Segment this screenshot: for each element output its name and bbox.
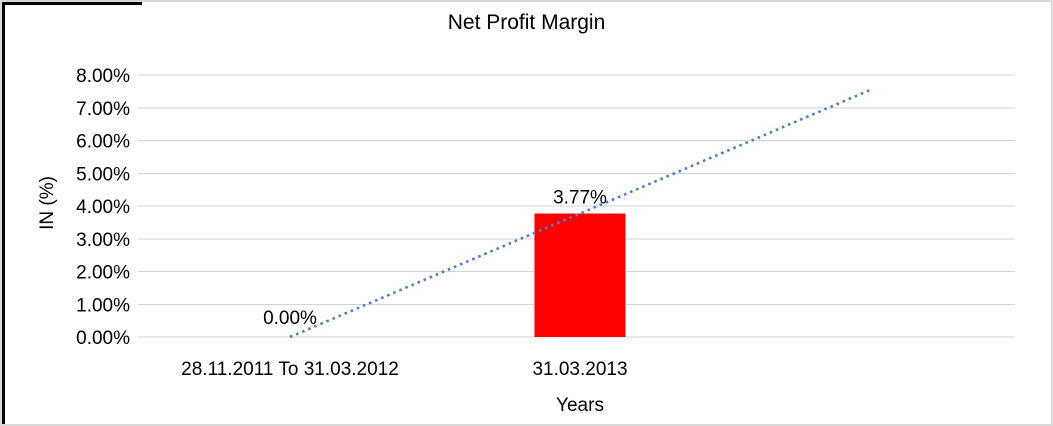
x-axis-title: Years bbox=[556, 395, 604, 416]
chart-title: Net Profit Margin bbox=[447, 11, 606, 34]
y-tick-label: 6.00% bbox=[76, 132, 130, 153]
left-border-line bbox=[2, 2, 5, 424]
y-tick-label: 8.00% bbox=[76, 66, 130, 87]
y-tick-label: 5.00% bbox=[76, 164, 130, 185]
bar bbox=[534, 213, 626, 337]
y-tick-label: 7.00% bbox=[76, 99, 130, 120]
data-label: 0.00% bbox=[263, 308, 317, 329]
y-tick-label: 2.00% bbox=[76, 263, 130, 284]
y-tick-label: 1.00% bbox=[76, 295, 130, 316]
x-tick-label: 28.11.2011 To 31.03.2012 bbox=[181, 359, 399, 380]
y-tick-label: 0.00% bbox=[76, 328, 130, 349]
data-label: 3.77% bbox=[553, 188, 607, 209]
y-tick-label: 3.00% bbox=[76, 230, 130, 251]
top-border-line bbox=[2, 2, 142, 5]
y-tick-label: 4.00% bbox=[76, 197, 130, 218]
x-tick-label: 31.03.2013 bbox=[532, 359, 627, 380]
